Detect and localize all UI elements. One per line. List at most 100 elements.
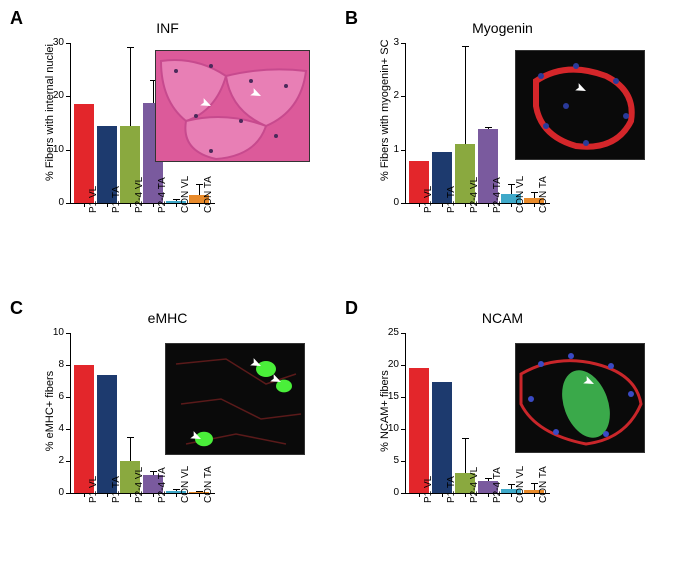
y-tick — [66, 203, 70, 204]
y-tick-label: 0 — [379, 487, 399, 498]
y-tick-label: 0 — [379, 197, 399, 208]
error-cap — [531, 192, 538, 193]
error-bar — [130, 437, 131, 461]
error-cap — [127, 47, 134, 48]
x-tick — [488, 493, 489, 497]
x-tick-label: CON TA — [538, 466, 549, 503]
x-tick — [130, 493, 131, 497]
panel-label: B — [345, 8, 358, 29]
x-tick — [534, 203, 535, 207]
error-cap — [173, 489, 180, 490]
panel-title: INF — [70, 20, 265, 36]
x-tick-label: CON VL — [515, 176, 526, 213]
x-tick — [176, 493, 177, 497]
x-tick — [199, 493, 200, 497]
panel-label: C — [10, 298, 23, 319]
y-tick — [66, 397, 70, 398]
y-axis — [405, 43, 406, 203]
x-tick — [511, 493, 512, 497]
x-tick-label: P2-4 TA — [492, 467, 503, 503]
y-tick — [401, 96, 405, 97]
x-tick-label: CON VL — [180, 466, 191, 503]
error-bar — [465, 46, 466, 145]
x-tick — [442, 203, 443, 207]
x-tick — [419, 203, 420, 207]
y-tick — [66, 493, 70, 494]
error-cap — [462, 438, 469, 439]
bar — [409, 368, 429, 493]
y-tick — [66, 96, 70, 97]
error-bar — [199, 184, 200, 195]
x-tick — [176, 203, 177, 207]
error-bar — [465, 438, 466, 473]
x-tick — [107, 203, 108, 207]
y-tick — [401, 397, 405, 398]
inset-micrograph — [515, 343, 645, 453]
panel-title: eMHC — [70, 310, 265, 326]
error-cap — [196, 184, 203, 185]
y-tick — [401, 461, 405, 462]
y-tick — [401, 365, 405, 366]
y-tick — [401, 150, 405, 151]
panel-title: Myogenin — [405, 20, 600, 36]
inset-micrograph — [165, 343, 305, 455]
x-tick — [153, 203, 154, 207]
x-tick — [534, 493, 535, 497]
y-axis — [405, 333, 406, 493]
y-tick-label: 0 — [44, 487, 64, 498]
y-tick — [401, 43, 405, 44]
y-axis — [70, 43, 71, 203]
panel-label: D — [345, 298, 358, 319]
x-tick-label: P2-4 TA — [157, 177, 168, 213]
x-tick — [465, 203, 466, 207]
x-tick — [153, 493, 154, 497]
error-cap — [173, 199, 180, 200]
error-cap — [485, 478, 492, 479]
y-tick — [401, 333, 405, 334]
inset-micrograph — [155, 50, 310, 162]
x-tick-label: CON TA — [538, 176, 549, 213]
x-tick-label: CON TA — [203, 176, 214, 213]
y-tick — [66, 43, 70, 44]
error-bar — [153, 80, 154, 103]
x-tick-label: CON VL — [515, 466, 526, 503]
error-cap — [462, 46, 469, 47]
error-cap — [127, 437, 134, 438]
y-tick — [66, 333, 70, 334]
y-tick — [401, 429, 405, 430]
y-tick-label: 0 — [44, 197, 64, 208]
y-axis-title: % eMHC+ fibers — [44, 351, 56, 471]
x-tick — [442, 493, 443, 497]
x-tick — [419, 493, 420, 497]
error-bar — [511, 184, 512, 194]
y-tick-label: 25 — [379, 327, 399, 338]
x-tick — [84, 203, 85, 207]
y-tick — [401, 493, 405, 494]
error-bar — [130, 47, 131, 126]
y-tick — [401, 203, 405, 204]
y-axis — [70, 333, 71, 493]
error-cap — [150, 471, 157, 472]
y-tick-label: 10 — [44, 327, 64, 338]
x-tick — [199, 203, 200, 207]
error-cap — [508, 184, 515, 185]
panel-label: A — [10, 8, 23, 29]
panel-title: NCAM — [405, 310, 600, 326]
x-tick-label: P2-4 TA — [157, 467, 168, 503]
x-tick — [488, 203, 489, 207]
y-axis-title: % Fibers with internal nuclei — [44, 61, 56, 181]
y-axis-title: % NCAM+ fibers — [379, 351, 391, 471]
y-axis-title: % Fibers with myogenin+ SC — [379, 61, 391, 181]
x-tick — [465, 493, 466, 497]
y-tick — [66, 429, 70, 430]
error-cap — [196, 491, 203, 492]
error-cap — [508, 484, 515, 485]
x-tick — [130, 203, 131, 207]
x-tick — [84, 493, 85, 497]
error-cap — [485, 127, 492, 128]
bar — [74, 365, 94, 493]
y-tick — [66, 365, 70, 366]
inset-micrograph — [515, 50, 645, 160]
x-tick — [107, 493, 108, 497]
y-tick — [66, 461, 70, 462]
